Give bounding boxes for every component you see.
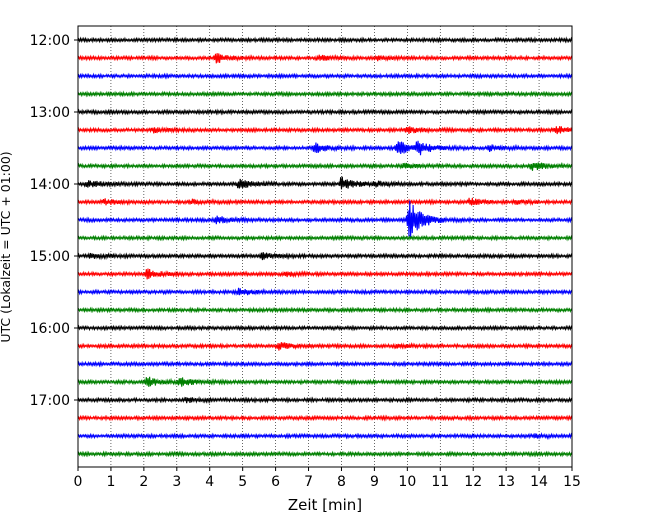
trace-1315: [77, 126, 573, 135]
trace-1730: [77, 432, 573, 441]
trace-1645: [77, 376, 573, 387]
x-tick-label-9: 9: [370, 474, 379, 490]
x-tick-label-14: 14: [530, 474, 548, 490]
x-tick-label-7: 7: [304, 474, 313, 490]
y-tick-label-1200: 12:00: [30, 33, 70, 49]
x-tick-label-5: 5: [238, 474, 247, 490]
trace-1345: [77, 162, 573, 171]
trace-1515: [77, 268, 573, 280]
trace-1230: [77, 72, 573, 80]
x-tick-label-2: 2: [139, 474, 148, 490]
x-tick-label-10: 10: [398, 474, 416, 490]
trace-1330: [77, 140, 573, 156]
x-tick-label-4: 4: [205, 474, 214, 490]
trace-1530: [77, 287, 573, 296]
trace-1545: [77, 306, 573, 314]
x-tick-label-0: 0: [74, 474, 83, 490]
x-tick-label-6: 6: [271, 474, 280, 490]
trace-1500: [77, 251, 573, 261]
trace-1445: [77, 234, 573, 242]
trace-1715: [77, 414, 573, 422]
y-tick-label-1400: 14:00: [30, 177, 70, 193]
x-tick-label-11: 11: [431, 474, 449, 490]
x-axis-label: Zeit [min]: [288, 496, 362, 514]
x-axis-ticks: 0 1 2 3 4 5 6 7 8 9 10 11 12 13 14 15: [74, 467, 581, 490]
x-tick-label-12: 12: [464, 474, 482, 490]
y-axis-ticks: 12:00 13:00 14:00 15:00 16:00 17:00: [30, 33, 78, 409]
trace-1400: [77, 176, 573, 190]
y-tick-label-1300: 13:00: [30, 105, 70, 121]
x-tick-label-13: 13: [497, 474, 515, 490]
y-axis-label: UTC (Lokalzeit = UTC + 01:00): [0, 151, 13, 342]
x-tick-label-8: 8: [337, 474, 346, 490]
trace-1200: [77, 36, 573, 44]
traces: [77, 36, 573, 458]
trace-1600: [77, 324, 573, 332]
x-tick-label-1: 1: [106, 474, 115, 490]
trace-1415: [77, 197, 573, 207]
trace-1630: [77, 360, 573, 368]
trace-1430: [77, 200, 573, 237]
trace-1745: [77, 450, 573, 458]
trace-1615: [77, 341, 573, 351]
trace-1215: [77, 53, 573, 64]
x-tick-label-3: 3: [172, 474, 181, 490]
y-tick-label-1500: 15:00: [30, 249, 70, 265]
plot-frame: [77, 25, 573, 468]
y-tick-label-1600: 16:00: [30, 321, 70, 337]
trace-1700: [77, 396, 573, 404]
y-tick-label-1700: 17:00: [30, 393, 70, 409]
trace-1300: [77, 108, 573, 116]
x-tick-label-15: 15: [563, 474, 581, 490]
trace-1245: [77, 90, 573, 98]
